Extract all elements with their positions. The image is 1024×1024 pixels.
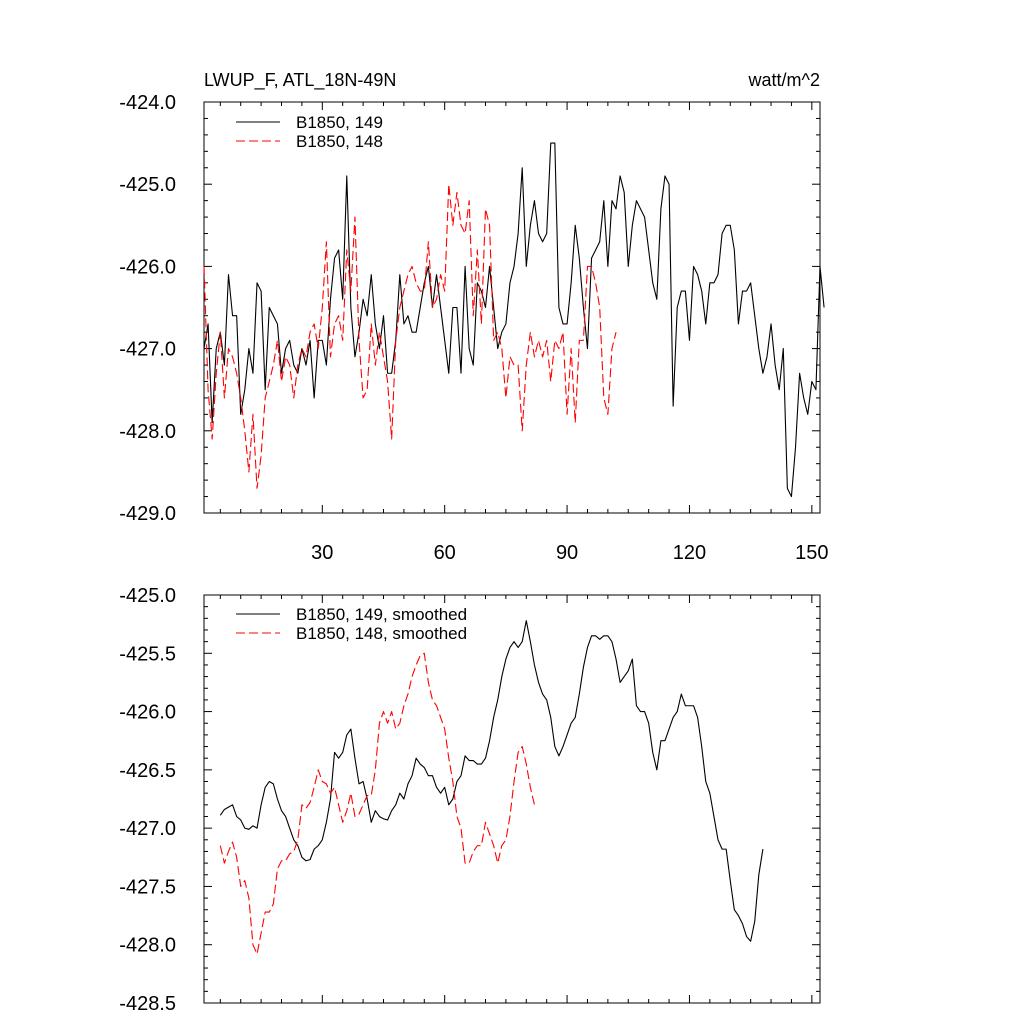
plot-frame <box>203 101 821 514</box>
series-line-b1850-148 <box>203 183 617 489</box>
chart-title: LWUP_F, ATL_18N-49N <box>204 70 396 91</box>
legend-label: B1850, 149, smoothed <box>296 605 467 624</box>
y-tick-label: -425.0 <box>119 585 176 607</box>
top-panel: -424.0 -425.0 -426.0 -427.0 -428.0 -429.0 30 60… <box>119 92 828 564</box>
y-tick-label: -427.5 <box>119 876 176 898</box>
y-tick-label: -427.0 <box>119 818 176 840</box>
series-line-b1850-149 <box>203 142 825 498</box>
y-tick-label: -428.0 <box>119 935 176 957</box>
series-line-b1850-148-smoothed <box>219 652 535 955</box>
legend-label: B1850, 149 <box>296 113 383 132</box>
y-tick-label: -426.0 <box>119 256 176 278</box>
x-tick-label: 90 <box>556 542 578 564</box>
y-tick-label: -426.5 <box>119 760 176 782</box>
x-tick-label: 150 <box>795 542 828 564</box>
x-tick-label: 60 <box>434 542 456 564</box>
y-tick-label: -428.5 <box>119 993 176 1015</box>
y-tick-label: -427.0 <box>119 339 176 361</box>
plot-frame <box>203 594 821 1004</box>
y-tick-label: -425.0 <box>119 174 176 196</box>
bottom-panel: -425.0 -425.5 -426.0 -426.5 -427.0 -427.5 -428… <box>119 585 821 1015</box>
legend-label: B1850, 148 <box>296 132 383 151</box>
y-tick-label: -428.0 <box>119 421 176 443</box>
y-tick-label: -426.0 <box>119 702 176 724</box>
x-tick-label: 120 <box>673 542 706 564</box>
x-tick-label: 30 <box>311 542 333 564</box>
series-line-b1850-149-smoothed <box>219 620 764 942</box>
y-tick-label: -424.0 <box>119 92 176 114</box>
y-tick-label: -425.5 <box>119 643 176 665</box>
y-tick-label: -429.0 <box>119 503 176 525</box>
units-label: watt/m^2 <box>748 70 820 90</box>
legend-label: B1850, 148, smoothed <box>296 624 467 643</box>
